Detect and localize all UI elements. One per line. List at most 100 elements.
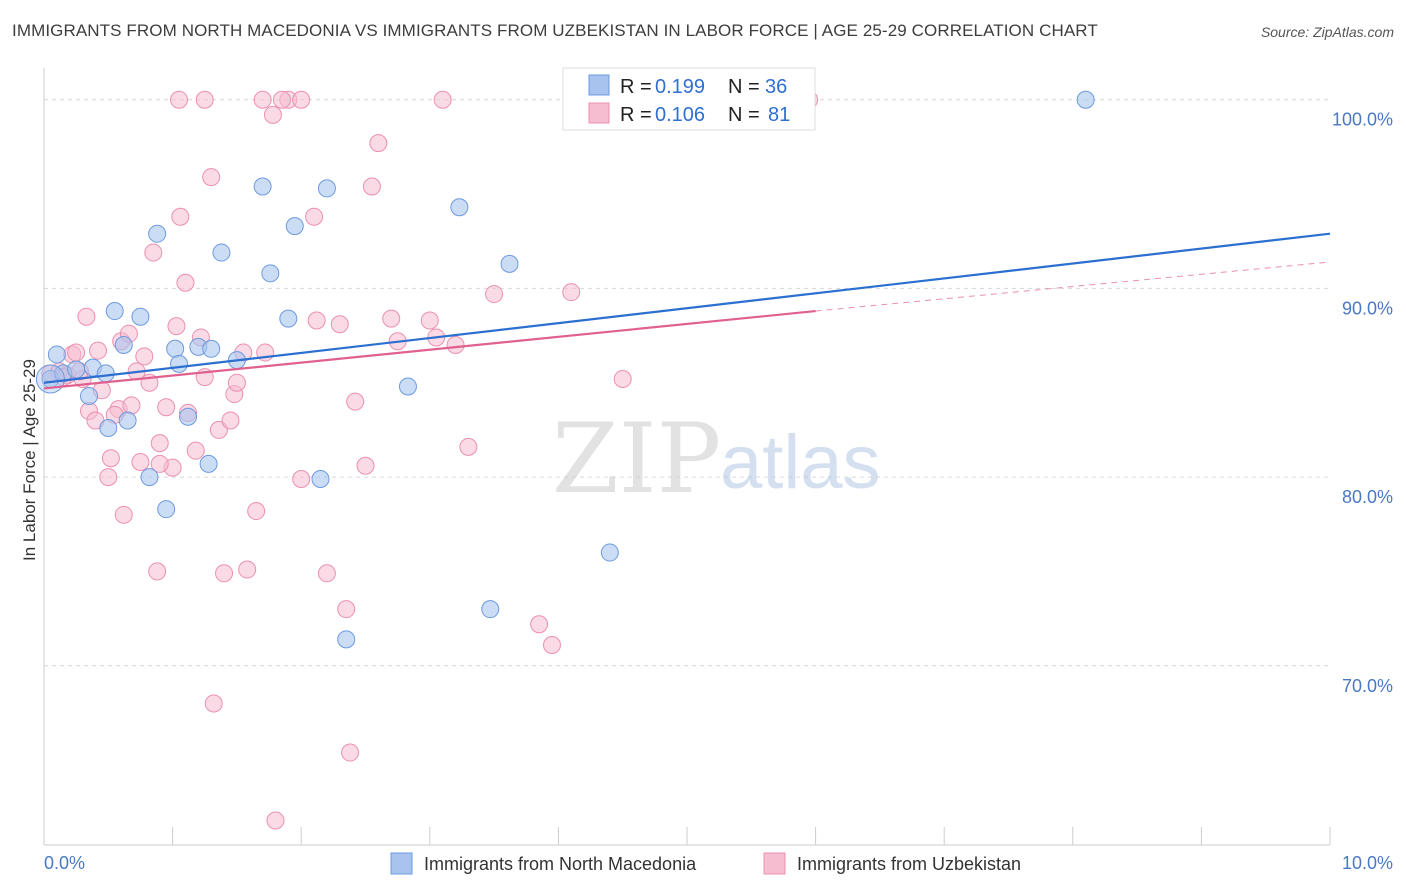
uzbekistan-point xyxy=(221,411,240,430)
north-macedonia-point xyxy=(47,345,66,364)
uzbekistan-point xyxy=(263,105,282,124)
uzbekistan-point xyxy=(369,134,388,153)
north-macedonia-point xyxy=(285,217,304,236)
uzbekistan-point xyxy=(266,811,285,830)
uzbekistan-point xyxy=(292,90,311,109)
chart-source: Source: ZipAtlas.com xyxy=(1260,24,1394,40)
north-macedonia-point xyxy=(80,386,99,405)
north-macedonia-point xyxy=(279,309,298,328)
north-macedonia-point xyxy=(1076,90,1095,109)
uzbekistan-point xyxy=(122,396,141,415)
north-macedonia-point xyxy=(317,179,336,198)
legend-pink-r-value: 0.106 xyxy=(655,104,705,126)
uzbekistan-point xyxy=(148,562,167,581)
uzbekistan-point xyxy=(77,307,96,326)
y-tick-label: 70.0% xyxy=(1342,676,1393,696)
uzbekistan-point xyxy=(186,441,205,460)
x-tick-labels: 0.0% 10.0% xyxy=(44,853,1393,873)
north-macedonia-point xyxy=(179,407,198,426)
north-macedonia-point xyxy=(212,243,231,262)
uzbekistan-point xyxy=(305,207,324,226)
watermark-atlas: atlas xyxy=(720,420,881,505)
uzbekistan-point xyxy=(144,243,163,262)
north-macedonia-point xyxy=(253,177,272,196)
uzbekistan-point xyxy=(337,600,356,619)
y-tick-labels: 100.0% 90.0% 80.0% 70.0% xyxy=(1332,110,1393,696)
x-tick-label: 0.0% xyxy=(44,853,85,873)
x-tick-label: 10.0% xyxy=(1342,853,1393,873)
north-macedonia-point xyxy=(96,364,115,383)
uzbekistan-point xyxy=(330,315,349,334)
legend-blue-n-label: N = xyxy=(728,76,760,98)
uzbekistan-point xyxy=(341,743,360,762)
uzbekistan-point xyxy=(542,636,561,655)
uzbekistan-point xyxy=(99,468,118,487)
uzbekistan-point xyxy=(202,168,221,187)
uzbekistan-point xyxy=(420,311,439,330)
north-macedonia-point xyxy=(148,224,167,243)
watermark-zip: ZIP xyxy=(552,403,721,515)
north-macedonia-point xyxy=(67,360,86,379)
north-macedonia-trend-line xyxy=(43,232,1331,384)
north-macedonia-point xyxy=(114,336,133,355)
bottom-legend-blue-swatch xyxy=(390,852,413,875)
legend-blue-r-label: R = xyxy=(620,76,652,98)
uzbekistan-trend-line xyxy=(43,309,816,390)
uzbekistan-point xyxy=(101,449,120,468)
north-macedonia-point xyxy=(157,500,176,519)
uzbekistan-point xyxy=(253,90,272,109)
bottom-legend-blue-label: Immigrants from North Macedonia xyxy=(424,854,697,874)
uzbekistan-point xyxy=(195,90,214,109)
legend-pink-swatch xyxy=(588,102,610,124)
trend-lines xyxy=(43,232,1331,390)
uzbekistan-point xyxy=(67,343,86,362)
uzbekistan-point xyxy=(204,694,223,713)
uzbekistan-point xyxy=(346,392,365,411)
north-macedonia-point xyxy=(450,198,469,217)
north-macedonia-point xyxy=(202,339,221,358)
north-macedonia-point xyxy=(131,307,150,326)
legend-pink-r-label: R = xyxy=(620,104,652,126)
bottom-legend-pink-label-swatch xyxy=(763,852,786,875)
north-macedonia-point xyxy=(337,630,356,649)
uzbekistan-point xyxy=(433,90,452,109)
uzbekistan-point xyxy=(176,273,195,292)
legend: R = 0.199 N = 36 R = 0.106 N = 81 xyxy=(562,67,816,131)
uzbekistan-point xyxy=(150,454,169,473)
north-macedonia-point xyxy=(311,469,330,488)
chart-title: IMMIGRANTS FROM NORTH MACEDONIA VS IMMIG… xyxy=(12,21,1098,40)
uzbekistan-point xyxy=(167,317,186,336)
uzbekistan-point xyxy=(613,369,632,388)
uzbekistan-point xyxy=(562,283,581,302)
uzbekistan-point xyxy=(171,207,190,226)
uzbekistan-point xyxy=(446,336,465,355)
uzbekistan-point xyxy=(307,311,326,330)
legend-blue-swatch xyxy=(588,74,610,96)
uzbekistan-point xyxy=(89,341,108,360)
uzbekistan-point xyxy=(459,437,478,456)
watermark: ZIP atlas xyxy=(552,403,881,515)
uzbekistan-point xyxy=(170,90,189,109)
north-macedonia-point xyxy=(600,543,619,562)
uzbekistan-point xyxy=(485,285,504,304)
legend-blue-r-value: 0.199 xyxy=(655,76,705,98)
uzbekistan-point xyxy=(356,456,375,475)
north-macedonia-point xyxy=(118,411,137,430)
uzbekistan-point xyxy=(382,309,401,328)
uzbekistan-point xyxy=(135,347,154,366)
north-macedonia-point xyxy=(140,468,159,487)
y-tick-label: 80.0% xyxy=(1342,487,1393,507)
legend-pink-n-value: 81 xyxy=(768,104,790,126)
axes xyxy=(43,68,1331,846)
series-north-macedonia-points xyxy=(35,90,1095,649)
bottom-legend-pink-label: Immigrants from Uzbekistan xyxy=(797,854,1021,874)
uzbekistan-point xyxy=(150,434,169,453)
uzbekistan-point xyxy=(272,90,291,109)
north-macedonia-point xyxy=(170,354,189,373)
uzbekistan-point xyxy=(215,564,234,583)
north-macedonia-point xyxy=(199,454,218,473)
y-tick-label: 90.0% xyxy=(1342,298,1393,318)
uzbekistan-point xyxy=(157,398,176,417)
uzbekistan-point xyxy=(238,560,257,579)
legend-pink-n-label: N = xyxy=(728,104,760,126)
